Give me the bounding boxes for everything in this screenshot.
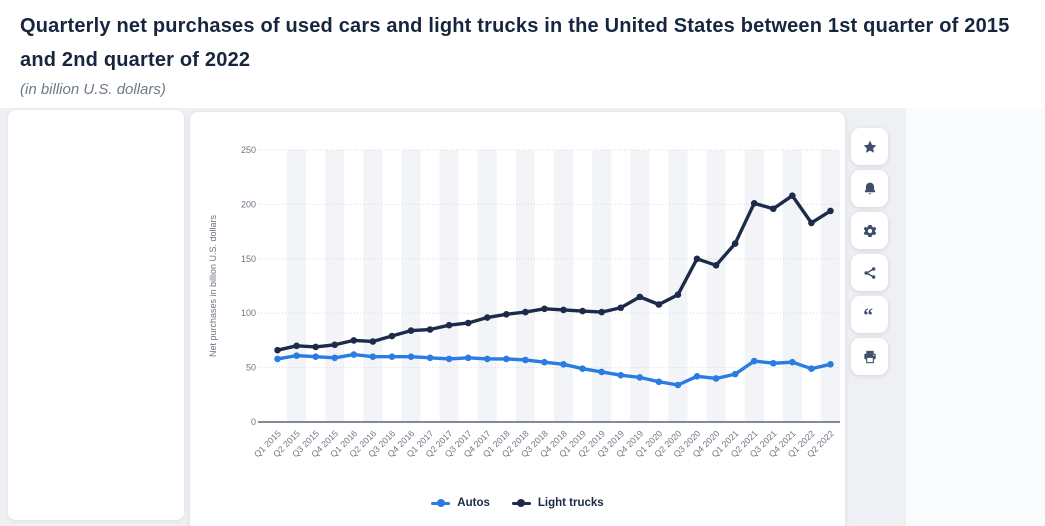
content-area: 0 50 100 150 200 250 Net purchases in billion …: [0, 108, 1045, 526]
share-icon: [863, 266, 875, 279]
svg-text:250: 250: [241, 145, 256, 155]
share-button[interactable]: [851, 254, 888, 291]
svg-text:“: “: [863, 306, 873, 324]
y-axis-title: Net purchases in billion U.S. dollars: [208, 214, 218, 357]
svg-text:100: 100: [241, 308, 256, 318]
printer-icon: [863, 350, 876, 363]
gridlines: [258, 149, 840, 369]
bell-icon: [864, 182, 875, 194]
print-button[interactable]: [851, 338, 888, 375]
plot-bands: [287, 150, 840, 422]
settings-button[interactable]: [851, 212, 888, 249]
svg-text:0: 0: [251, 417, 256, 427]
series-light-trucks: [274, 192, 834, 354]
gear-icon: [863, 224, 876, 237]
legend-item-light-trucks[interactable]: Light trucks: [511, 497, 604, 509]
page-title: Quarterly net purchases of used cars and…: [20, 15, 1010, 72]
action-toolbar: “: [851, 128, 888, 375]
chart-plot-svg: 0 50 100 150 200 250 Net purchases in billion …: [208, 145, 840, 459]
y-axis-tick-labels: 0 50 100 150 200 250: [241, 145, 256, 427]
quote-icon: “: [863, 306, 873, 324]
right-background-panel: [906, 108, 1045, 526]
chart-header: Quarterly net purchases of used cars and…: [0, 0, 1045, 108]
notifications-button[interactable]: [851, 170, 888, 207]
citation-button[interactable]: “: [851, 296, 888, 333]
legend-item-autos[interactable]: Autos: [431, 497, 490, 509]
page-subtitle: (in billion U.S. dollars): [20, 80, 166, 98]
svg-text:150: 150: [241, 254, 256, 264]
chart-legend: Autos Light trucks: [190, 493, 845, 513]
svg-text:50: 50: [246, 363, 256, 373]
autos-series-marker-icon: [431, 499, 451, 508]
legend-label-light-trucks: Light trucks: [537, 497, 604, 509]
series-autos: [274, 351, 834, 389]
light-trucks-series-marker-icon: [511, 499, 531, 508]
star-icon: [863, 140, 876, 153]
svg-text:200: 200: [241, 199, 256, 209]
legend-label-autos: Autos: [457, 497, 490, 509]
left-panel-card: [8, 110, 184, 520]
favorite-button[interactable]: [851, 128, 888, 165]
chart-card: 0 50 100 150 200 250 Net purchases in billion …: [190, 112, 845, 526]
